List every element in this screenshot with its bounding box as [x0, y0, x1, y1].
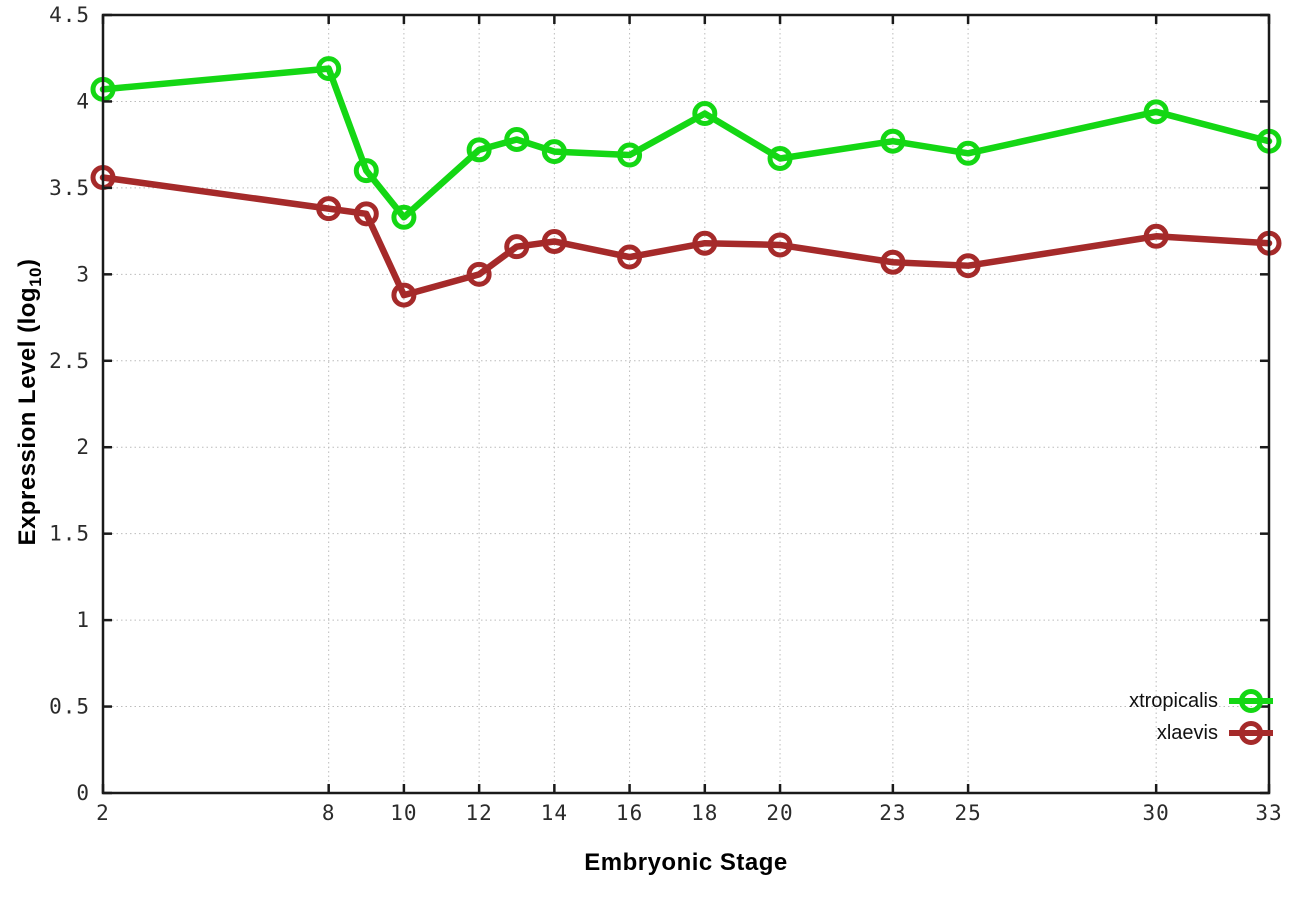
data-point-marker: [391, 282, 417, 308]
data-point-marker: [391, 204, 417, 230]
legend: xtropicalis xlaevis: [1129, 687, 1274, 747]
svg-text:0.5: 0.5: [49, 695, 90, 719]
svg-text:1.5: 1.5: [49, 522, 90, 546]
svg-text:2: 2: [76, 435, 90, 459]
legend-item-xtropicalis: xtropicalis: [1129, 687, 1274, 715]
y-tick-labels: 0 0.5 1 1.5 2 2.5 3 3.5 4 4.5: [49, 3, 90, 805]
series-line: [99, 65, 1273, 221]
data-point-marker: [466, 137, 492, 163]
data-point-marker: [541, 139, 567, 165]
data-point-marker: [692, 230, 718, 256]
data-point-marker: [617, 142, 643, 168]
svg-text:1: 1: [76, 608, 90, 632]
legend-sample-line-icon: [1229, 721, 1273, 745]
data-point-marker: [466, 261, 492, 287]
data-point-marker: [767, 145, 793, 171]
data-point-marker: [353, 201, 379, 227]
svg-text:8: 8: [322, 801, 336, 825]
svg-text:0: 0: [76, 781, 90, 805]
data-point-marker: [353, 158, 379, 184]
data-point-marker: [316, 196, 342, 222]
data-point-marker: [955, 140, 981, 166]
svg-text:12: 12: [465, 801, 492, 825]
svg-text:30: 30: [1143, 801, 1170, 825]
gridlines: [102, 14, 1270, 794]
svg-text:16: 16: [616, 801, 643, 825]
data-point-marker: [504, 126, 530, 152]
svg-text:4.5: 4.5: [49, 3, 90, 27]
axes-frame: [101, 13, 1271, 795]
svg-text:23: 23: [879, 801, 906, 825]
legend-label-xtropicalis: xtropicalis: [1129, 689, 1218, 712]
svg-text:20: 20: [766, 801, 793, 825]
svg-text:14: 14: [541, 801, 568, 825]
series-line: [99, 174, 1273, 299]
svg-text:2.5: 2.5: [49, 349, 90, 373]
data-point-marker: [767, 232, 793, 258]
y-axis-title-text: Expression Level (log: [14, 286, 42, 546]
x-axis-title: Embryonic Stage: [584, 849, 788, 876]
svg-text:25: 25: [954, 801, 981, 825]
svg-text:33: 33: [1255, 801, 1282, 825]
svg-text:3: 3: [76, 262, 90, 286]
data-point-marker: [504, 234, 530, 260]
svg-text:3.5: 3.5: [49, 176, 90, 200]
x-tick-labels: 2 8 10 12 14 16 18 20 23 25 30 33: [96, 801, 1282, 825]
data-point-marker: [541, 228, 567, 254]
legend-sample-line-icon: [1229, 689, 1273, 713]
legend-label-xlaevis: xlaevis: [1156, 721, 1218, 744]
data-point-marker: [617, 244, 643, 270]
data-point-marker: [692, 101, 718, 127]
svg-text:4: 4: [76, 89, 90, 113]
data-point-marker: [1143, 223, 1169, 249]
y-axis-title-subscript: 10: [25, 267, 45, 287]
series-xtropicalis: [90, 56, 1282, 230]
data-point-marker: [880, 128, 906, 154]
data-point-marker: [880, 249, 906, 275]
legend-item-xlaevis: xlaevis: [1129, 719, 1274, 747]
data-point-marker: [316, 56, 342, 82]
svg-text:10: 10: [390, 801, 417, 825]
y-axis-title: Expression Level (log10): [14, 259, 46, 546]
svg-text:18: 18: [691, 801, 718, 825]
y-axis-title-suffix: ): [14, 258, 42, 268]
data-point-marker: [1143, 99, 1169, 125]
svg-text:2: 2: [96, 801, 110, 825]
data-point-marker: [955, 253, 981, 279]
